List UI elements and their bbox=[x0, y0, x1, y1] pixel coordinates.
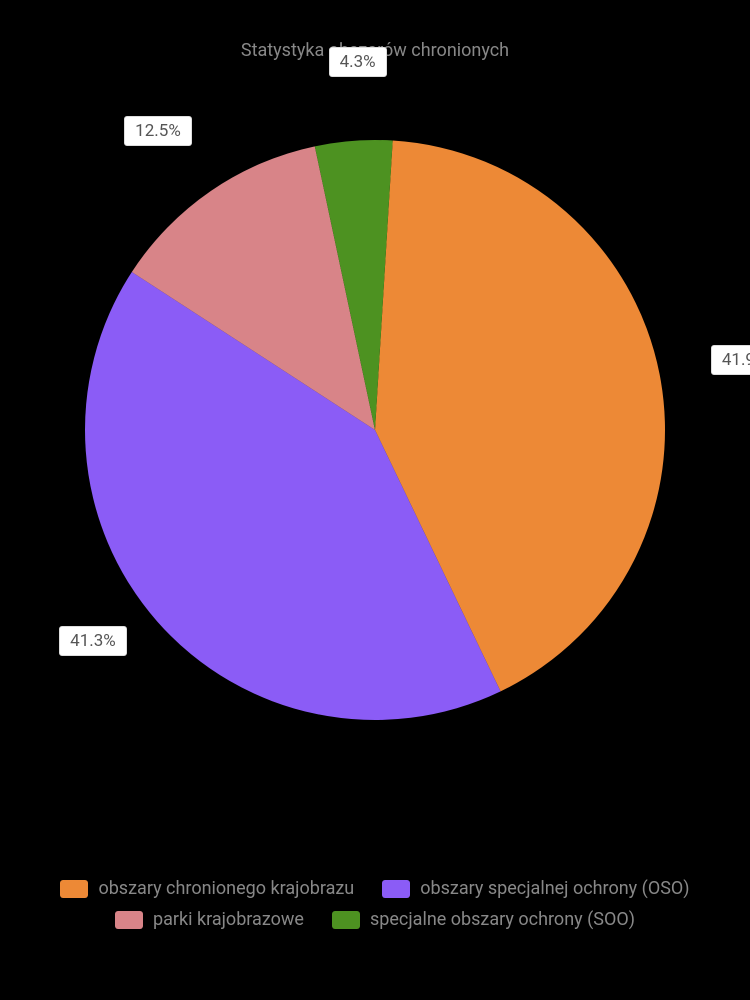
pie-chart: 41.9%41.3%12.5%4.3% bbox=[55, 110, 695, 750]
pie-percent-label: 12.5% bbox=[124, 116, 192, 146]
legend-label: obszary chronionego krajobrazu bbox=[98, 878, 354, 899]
legend: obszary chronionego krajobrazu obszary sp… bbox=[0, 878, 750, 930]
legend-swatch bbox=[115, 911, 143, 929]
legend-swatch bbox=[382, 880, 410, 898]
legend-swatch bbox=[332, 911, 360, 929]
legend-item: obszary specjalnej ochrony (OSO) bbox=[382, 878, 689, 899]
legend-label: specjalne obszary ochrony (SOO) bbox=[370, 909, 635, 930]
pie-svg bbox=[55, 110, 695, 750]
legend-item: specjalne obszary ochrony (SOO) bbox=[332, 909, 635, 930]
legend-item: obszary chronionego krajobrazu bbox=[60, 878, 354, 899]
pie-percent-label: 4.3% bbox=[329, 47, 387, 77]
legend-swatch bbox=[60, 880, 88, 898]
legend-item: parki krajobrazowe bbox=[115, 909, 304, 930]
pie-percent-label: 41.9% bbox=[711, 345, 750, 375]
legend-label: parki krajobrazowe bbox=[153, 909, 304, 930]
legend-label: obszary specjalnej ochrony (OSO) bbox=[420, 878, 689, 899]
pie-percent-label: 41.3% bbox=[59, 626, 127, 656]
